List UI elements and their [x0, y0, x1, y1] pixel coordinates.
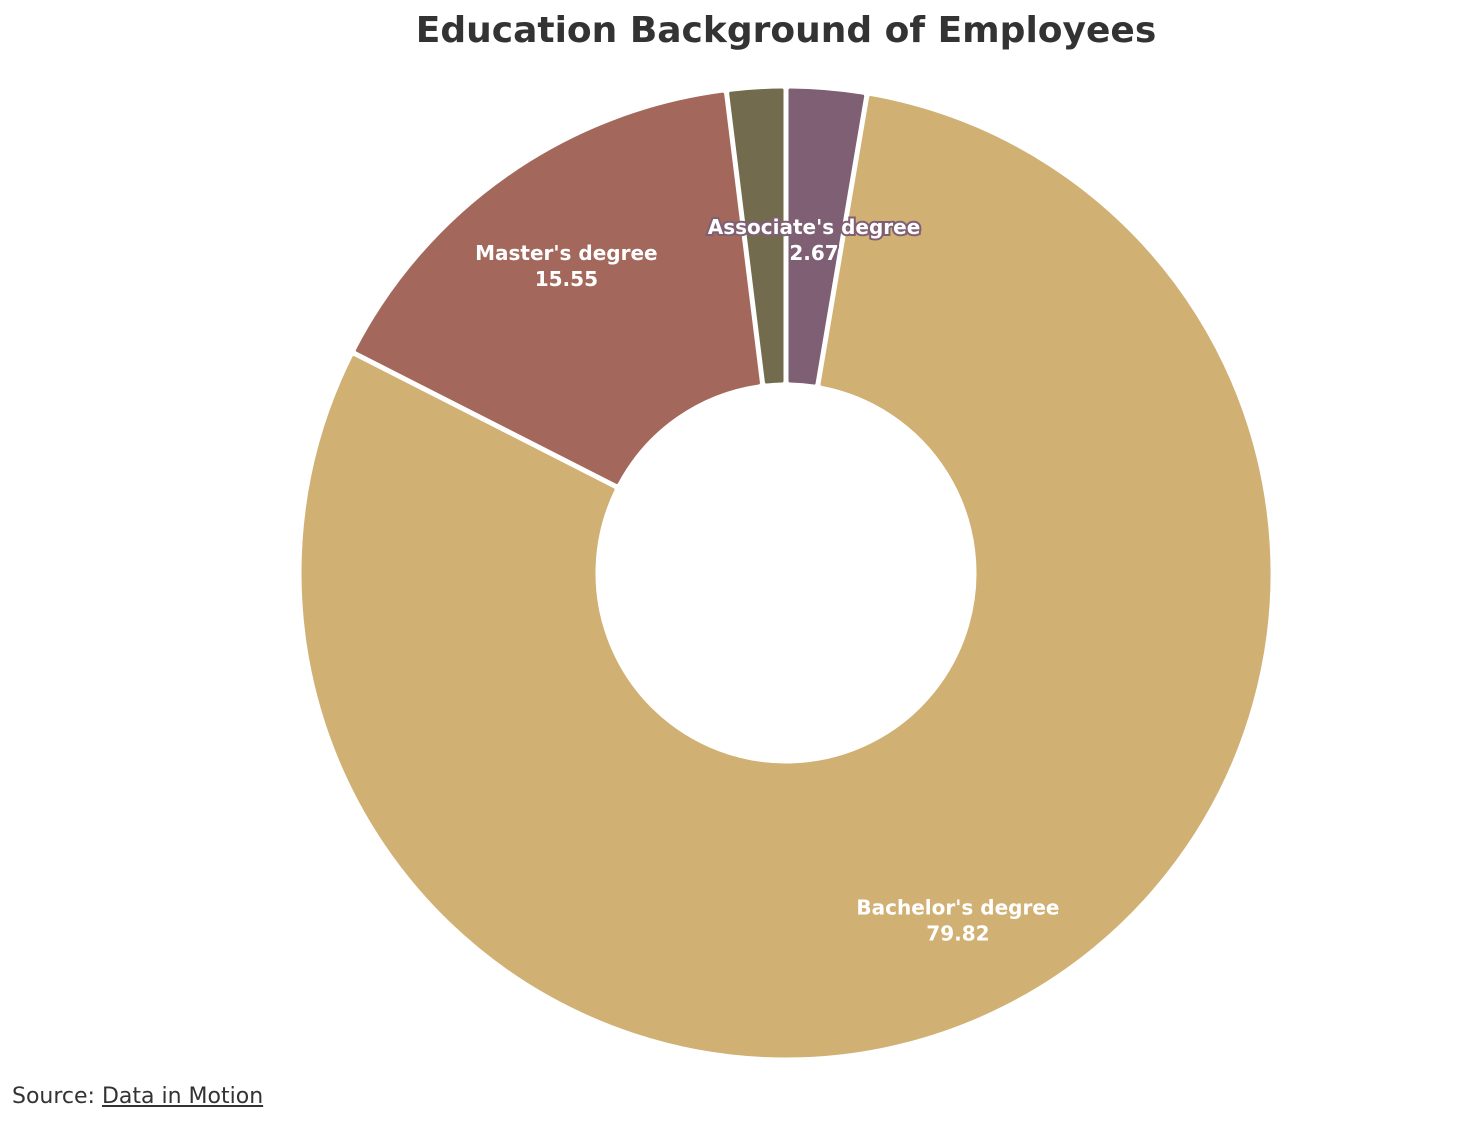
- slice-value-bachelor-s-degree: 79.82: [926, 922, 989, 946]
- source-prefix: Source:: [12, 1084, 95, 1109]
- source-note: Source: Data in Motion: [12, 1084, 263, 1109]
- slice-category-master-s-degree: Master's degree: [475, 241, 657, 265]
- slice-category-associate-s-degree: Associate's degree: [708, 215, 921, 239]
- slice-value-associate-s-degree: 2.67: [789, 241, 838, 265]
- donut-slices: [301, 88, 1271, 1058]
- slice-slice-4[interactable]: [729, 88, 784, 384]
- slice-label-bachelor-s-degree: Bachelor's degree 79.82: [856, 896, 1059, 946]
- slice-labels: Associate's degree 2.67 Bachelor's degree 7…: [475, 213, 1059, 946]
- slice-associate-s-degree[interactable]: [788, 88, 865, 385]
- source-link[interactable]: Data in Motion: [101, 1084, 264, 1109]
- slice-value-master-s-degree: 15.55: [535, 267, 598, 291]
- slice-label-master-s-degree: Master's degree 15.55: [475, 241, 657, 291]
- slice-bachelor-s-degree[interactable]: [301, 95, 1271, 1058]
- slice-category-bachelor-s-degree: Bachelor's degree: [856, 896, 1059, 920]
- chart-title: Education Background of Employees: [415, 10, 1157, 51]
- slice-master-s-degree[interactable]: [355, 92, 760, 484]
- slice-label-associate-s-degree: Associate's degree 2.67: [708, 215, 921, 265]
